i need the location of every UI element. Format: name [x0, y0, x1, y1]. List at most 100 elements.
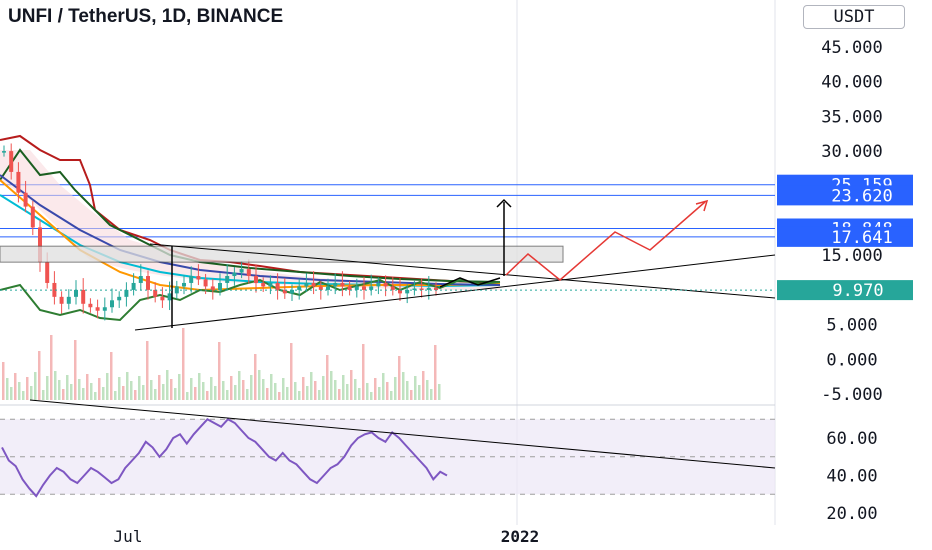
- volume-bar: [2, 362, 5, 400]
- projected-arrow-head: [695, 199, 709, 212]
- volume-bar: [198, 373, 201, 400]
- volume-bar: [342, 375, 345, 400]
- candle-body: [153, 289, 158, 297]
- resistance-zone: [0, 245, 564, 263]
- candle-body: [38, 227, 42, 263]
- volume-bar: [270, 374, 273, 400]
- currency-selector-button[interactable]: USDT: [803, 5, 905, 29]
- volume-bar: [266, 388, 269, 400]
- candle-body: [95, 307, 100, 311]
- volume-bar: [190, 378, 193, 400]
- volume-bar: [174, 388, 177, 400]
- chart-title: UNFI / TetherUS, 1D, BINANCE: [8, 6, 284, 27]
- volume-bar: [26, 377, 29, 400]
- volume-bar: [318, 390, 321, 400]
- volume-bar: [94, 392, 97, 400]
- candle-body: [383, 282, 388, 287]
- candle-body: [347, 286, 352, 290]
- candle-body: [124, 289, 129, 297]
- volume-bar: [202, 382, 205, 400]
- candle-body: [239, 269, 244, 273]
- volume-bar: [178, 374, 181, 400]
- last-price-label: 9.970: [832, 281, 883, 301]
- volume-bar: [42, 390, 45, 400]
- volume-bar: [62, 389, 65, 400]
- volume-bar: [210, 377, 213, 400]
- level-price-box: [777, 185, 913, 206]
- volume-bar: [162, 384, 165, 400]
- volume-bar: [50, 335, 53, 400]
- volume-bar: [238, 371, 241, 400]
- candle-body: [117, 296, 122, 301]
- candle-body: [290, 289, 294, 294]
- volume-bar: [434, 345, 437, 400]
- volume-bar: [38, 351, 41, 400]
- price-tick-label: 40.000: [821, 73, 882, 93]
- volume-bar: [134, 390, 137, 400]
- volume-bar: [82, 388, 85, 400]
- volume-bar: [390, 391, 393, 400]
- candle-body: [434, 287, 438, 291]
- candle-body: [354, 286, 359, 290]
- volume-bar: [278, 392, 281, 400]
- volume-bar: [158, 375, 161, 400]
- last-price-box: [777, 280, 913, 301]
- rsi-tick-label: 40.00: [826, 467, 877, 487]
- candle-body: [131, 282, 136, 290]
- volume-bar: [370, 392, 373, 400]
- volume-bar: [46, 376, 49, 400]
- candle-body: [376, 282, 381, 287]
- volume-bar: [398, 356, 401, 400]
- volume-bar: [98, 378, 101, 400]
- volume-bar: [6, 378, 9, 400]
- volume-bar: [338, 389, 341, 400]
- volume-bar: [426, 380, 429, 400]
- volume-bar: [294, 382, 297, 400]
- volume-bar: [374, 378, 377, 400]
- time-tick-label: 2022: [501, 527, 540, 546]
- volume-bar: [410, 390, 413, 400]
- volume-bar: [430, 389, 433, 400]
- volume-bar: [382, 373, 385, 400]
- candle-body: [210, 286, 215, 290]
- candle-body: [268, 282, 273, 287]
- candle-body: [167, 293, 172, 301]
- candle-body: [419, 288, 424, 291]
- candle-body: [232, 272, 237, 277]
- level-price-label: 17.641: [831, 228, 892, 248]
- volume-bar: [154, 389, 157, 400]
- candle-body: [138, 276, 143, 283]
- volume-bar: [218, 342, 221, 400]
- candle-body: [426, 287, 431, 290]
- volume-bar: [350, 370, 353, 400]
- candle-body: [102, 307, 107, 311]
- volume-bar: [90, 383, 93, 400]
- candle-body: [203, 279, 208, 287]
- time-tick-label: Jul: [114, 527, 143, 546]
- candle-body: [362, 286, 366, 290]
- volume-bar: [262, 379, 265, 400]
- descending-trendline: [149, 243, 776, 299]
- candle-body: [282, 289, 287, 294]
- volume-bar: [78, 379, 81, 400]
- volume-bar: [10, 387, 13, 400]
- volume-bar: [402, 372, 405, 400]
- volume-bar: [170, 379, 173, 400]
- volume-bar: [142, 385, 145, 400]
- volume-bar: [18, 382, 21, 400]
- volume-bar: [378, 387, 381, 400]
- price-tick-label: 30.000: [821, 142, 882, 162]
- candle-body: [81, 289, 86, 304]
- rsi-tick-label: 60.00: [826, 429, 877, 449]
- volume-bar: [194, 387, 197, 400]
- candle-body: [2, 151, 6, 153]
- volume-bar: [186, 392, 189, 400]
- price-tick-label: 5.000: [826, 316, 877, 336]
- rsi-tick-label: 20.00: [826, 504, 877, 524]
- volume-bar: [222, 381, 225, 400]
- volume-bar: [14, 373, 17, 400]
- price-tick-label: 45.000: [821, 38, 882, 58]
- volume-bar: [306, 386, 309, 400]
- target-arrow-head: [496, 198, 512, 208]
